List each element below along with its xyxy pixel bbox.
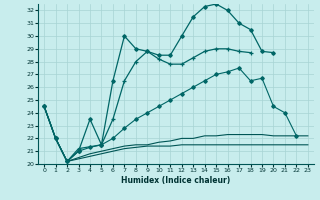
X-axis label: Humidex (Indice chaleur): Humidex (Indice chaleur) <box>121 176 231 185</box>
